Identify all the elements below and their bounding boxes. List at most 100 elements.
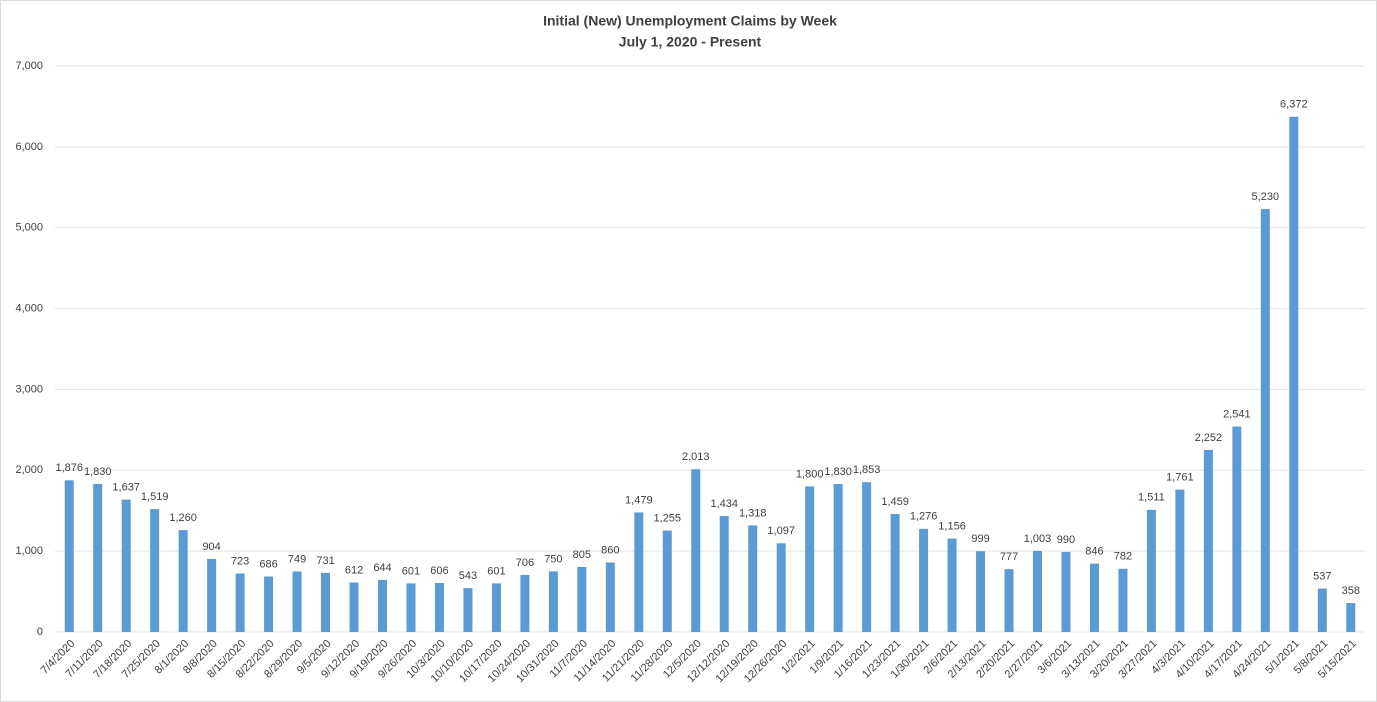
- value-label: 990: [1057, 534, 1075, 546]
- value-label: 1,276: [910, 511, 938, 523]
- bar: [947, 538, 957, 632]
- y-tick-label: 5,000: [15, 222, 43, 234]
- bar: [776, 543, 786, 632]
- bar: [150, 509, 160, 632]
- value-label: 1,479: [625, 494, 653, 506]
- bar: [292, 571, 302, 632]
- value-label: 846: [1085, 546, 1103, 558]
- value-label: 1,434: [710, 498, 738, 510]
- value-label: 723: [231, 555, 249, 567]
- value-label: 1,853: [853, 464, 881, 476]
- bar: [463, 588, 473, 632]
- y-tick-label: 2,000: [15, 464, 43, 476]
- value-label: 2,252: [1195, 432, 1223, 444]
- bar: [662, 530, 672, 632]
- value-label: 777: [1000, 551, 1018, 563]
- value-label: 1,511: [1138, 492, 1165, 504]
- bar: [520, 574, 530, 632]
- bar: [1175, 489, 1185, 632]
- value-label: 1,255: [654, 512, 682, 524]
- bar: [64, 480, 74, 632]
- bar: [378, 579, 387, 632]
- bar: [349, 582, 359, 632]
- bar: [691, 469, 701, 632]
- value-label: 1,003: [1024, 533, 1052, 545]
- value-label: 6,372: [1280, 99, 1308, 111]
- value-label: 1,260: [169, 512, 197, 524]
- bar: [1033, 550, 1042, 632]
- bar: [406, 583, 416, 632]
- y-tick-label: 4,000: [15, 302, 43, 314]
- y-tick-label: 1,000: [15, 545, 43, 557]
- value-label: 606: [430, 565, 448, 577]
- value-label: 5,230: [1252, 191, 1280, 203]
- value-label: 644: [373, 562, 391, 574]
- value-label: 2,013: [682, 451, 710, 463]
- bar: [1146, 509, 1156, 632]
- bar: [1004, 569, 1014, 632]
- bar: [235, 573, 245, 632]
- value-label: 543: [459, 570, 477, 582]
- value-label: 601: [487, 565, 505, 577]
- bar: [321, 572, 331, 632]
- bar: [491, 583, 501, 632]
- value-label: 805: [573, 549, 591, 561]
- bar: [548, 571, 558, 632]
- bar: [890, 514, 900, 632]
- bar: [605, 562, 615, 632]
- value-label: 612: [345, 564, 363, 576]
- value-label: 1,318: [739, 507, 767, 519]
- value-label: 1,459: [881, 496, 909, 508]
- bar: [207, 558, 217, 632]
- bar: [919, 528, 929, 632]
- chart-subtitle: July 1, 2020 - Present: [619, 34, 762, 50]
- bar: [748, 525, 758, 632]
- value-label: 749: [288, 553, 306, 565]
- y-tick-label: 6,000: [15, 141, 43, 153]
- bar: [178, 530, 188, 632]
- bar: [634, 512, 644, 632]
- value-label: 358: [1342, 585, 1360, 597]
- value-label: 860: [601, 544, 619, 556]
- value-label: 1,519: [141, 491, 169, 503]
- y-tick-label: 0: [37, 626, 43, 638]
- value-label: 1,097: [767, 525, 795, 537]
- value-label: 904: [202, 541, 220, 553]
- bar: [1289, 116, 1299, 633]
- value-label: 2,541: [1223, 408, 1251, 420]
- value-label: 782: [1114, 551, 1132, 563]
- value-label: 1,761: [1166, 472, 1194, 484]
- value-label: 601: [402, 565, 420, 577]
- value-label: 1,830: [824, 466, 852, 478]
- value-label: 1,830: [84, 466, 112, 478]
- bar: [805, 486, 815, 632]
- value-label: 706: [516, 557, 534, 569]
- value-label: 1,876: [55, 462, 83, 474]
- value-label: 731: [316, 555, 334, 567]
- bar: [1346, 603, 1356, 632]
- value-label: 537: [1313, 570, 1331, 582]
- bar: [434, 583, 444, 632]
- bar: [1232, 426, 1242, 632]
- value-label: 1,800: [796, 468, 824, 480]
- value-label: 686: [259, 558, 277, 570]
- chart-title: Initial (New) Unemployment Claims by Wee…: [543, 13, 837, 29]
- bar: [264, 576, 274, 632]
- bar: [1203, 449, 1213, 632]
- y-tick-label: 7,000: [15, 60, 43, 72]
- bar: [1260, 209, 1270, 633]
- bar: [1317, 588, 1327, 632]
- bar: [1061, 551, 1071, 632]
- bar: [976, 551, 986, 632]
- value-label: 1,637: [112, 482, 140, 494]
- bar: [121, 499, 131, 632]
- bar: [93, 484, 103, 632]
- value-label: 750: [544, 553, 562, 565]
- bar: [1118, 568, 1128, 632]
- bar: [1089, 563, 1099, 632]
- bar: [577, 566, 587, 632]
- bar: [719, 516, 729, 632]
